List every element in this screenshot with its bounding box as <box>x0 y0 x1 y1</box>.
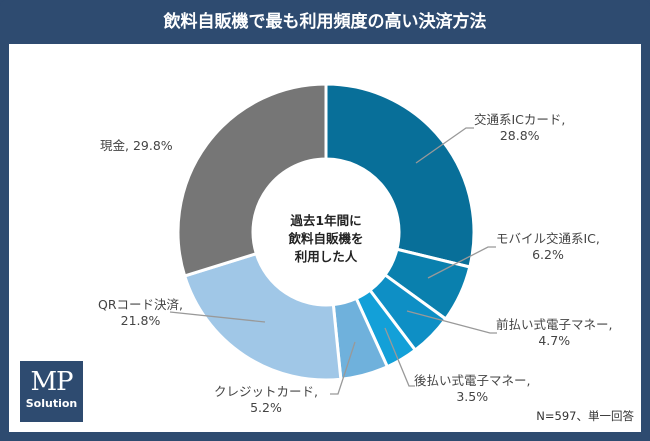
slice-value: 6.2% <box>532 247 564 262</box>
slice-name: QRコード決済, <box>98 297 183 312</box>
slice-name: 交通系ICカード, <box>474 112 566 127</box>
center-label-line: 飲料自販機を <box>288 231 364 246</box>
slice-label: モバイル交通系IC, 6.2% <box>496 231 600 263</box>
leader-line <box>427 246 496 279</box>
slice-label: クレジットカード, 5.2% <box>214 384 318 416</box>
slice-name: クレジットカード, <box>214 384 318 399</box>
leader-line <box>415 127 474 164</box>
slice-name: 前払い式電子マネー, <box>496 317 613 332</box>
sample-note: N=597、単一回答 <box>536 409 634 423</box>
slice-value: 21.8% <box>120 313 161 328</box>
center-label-line: 過去1年間に <box>290 213 362 228</box>
mp-solution-logo: MP Solution <box>19 360 84 423</box>
slice-name: 後払い式電子マネー, <box>414 373 531 388</box>
slice-value: 4.7% <box>538 333 571 348</box>
leader-line <box>330 341 356 395</box>
slice-name: 現金, 29.8% <box>100 138 173 153</box>
slice-label: 現金, 29.8% <box>100 138 173 154</box>
slice-label: 交通系ICカード, 28.8% <box>474 112 565 144</box>
slice-label: QRコード決済, 21.8% <box>98 297 183 329</box>
slice-value: 28.8% <box>499 128 540 143</box>
chart-title: 飲料自販機で最も利用頻度の高い決済方法 <box>163 12 487 32</box>
donut-slice <box>182 251 343 382</box>
center-label: 過去1年間に 飲料自販機を 利用した人 <box>266 212 386 266</box>
slice-value: 5.2% <box>250 400 282 415</box>
slice-value: 3.5% <box>456 389 489 404</box>
leader-line <box>384 327 415 387</box>
slice-name: モバイル交通系IC, <box>496 231 600 246</box>
donut-slice <box>324 82 476 269</box>
slice-label: 前払い式電子マネー, 4.7% <box>496 317 612 349</box>
center-label-line: 利用した人 <box>294 249 358 264</box>
slice-label: 後払い式電子マネー, 3.5% <box>414 373 530 405</box>
leader-line <box>169 311 266 323</box>
leader-line <box>406 310 497 334</box>
donut-slice <box>176 82 328 278</box>
